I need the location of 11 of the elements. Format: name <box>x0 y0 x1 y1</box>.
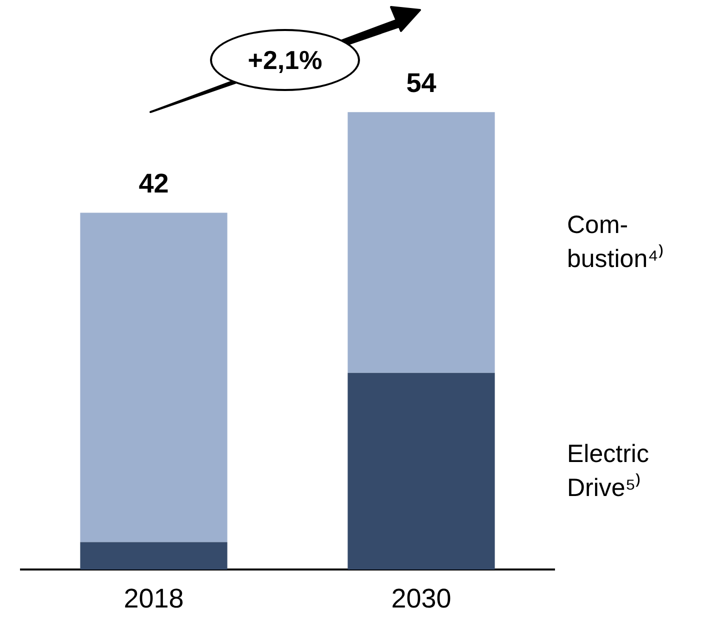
bar <box>348 372 495 570</box>
bar <box>348 112 495 373</box>
x-tick-label: 2030 <box>391 583 452 614</box>
text: +2,1% <box>210 29 360 91</box>
x-tick-label: 2018 <box>124 583 184 614</box>
bar <box>80 212 228 542</box>
bar <box>80 542 228 570</box>
annotation: 42 <box>138 168 169 199</box>
annotation: 54 <box>406 68 436 98</box>
text: Com-bustion⁴⁾ <box>567 210 666 276</box>
text: Electric Drive⁵⁾ <box>567 439 650 504</box>
